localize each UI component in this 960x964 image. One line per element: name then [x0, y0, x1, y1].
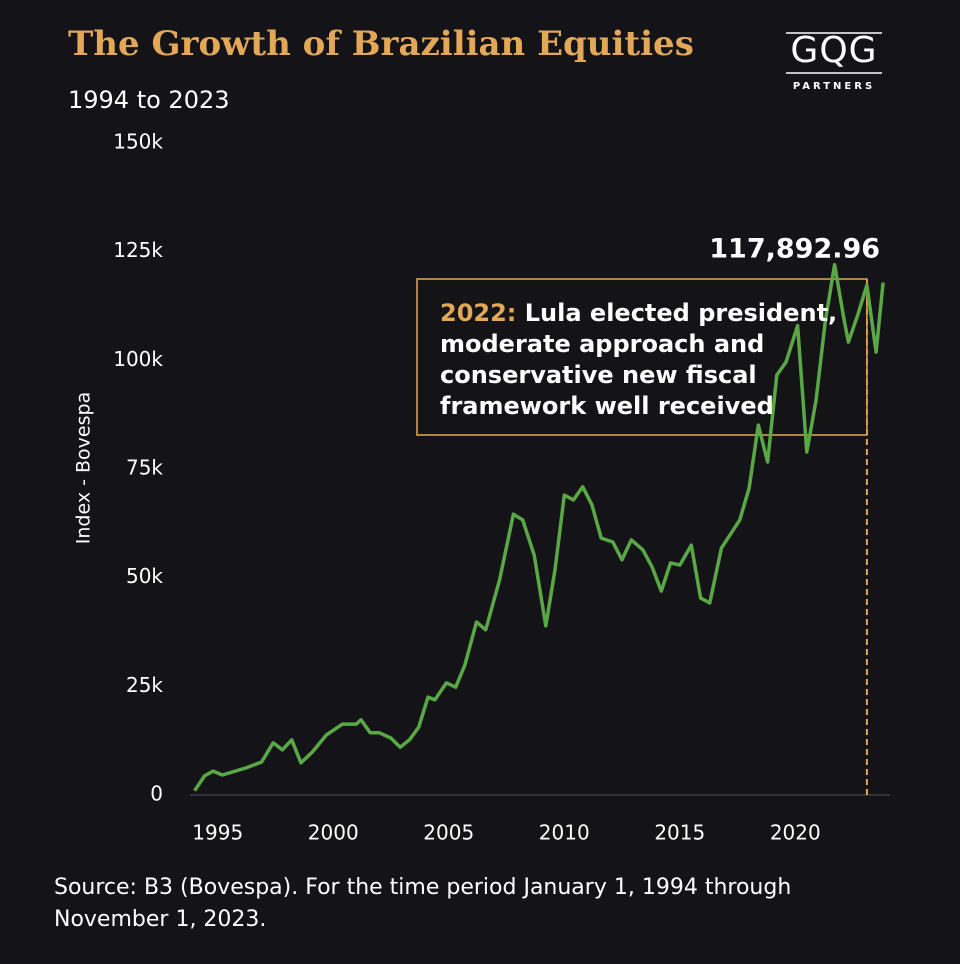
logo-tagline: PARTNERS [793, 81, 875, 92]
y-tick-label: 100k [113, 347, 163, 371]
annotation-line: framework well received [440, 392, 774, 420]
y-tick-label: 25k [126, 673, 163, 697]
annotation-line: moderate approach and [440, 330, 764, 358]
x-tick-label: 2020 [770, 821, 821, 845]
annotation-text: framework well received [440, 392, 774, 420]
source-note: November 1, 2023. [54, 907, 266, 932]
logo-name: GQG [790, 30, 877, 71]
value-label: 117,892.96 [709, 234, 880, 265]
y-axis-label: Index - Bovespa [73, 392, 95, 544]
y-tick-label: 50k [126, 564, 163, 588]
annotation-text: moderate approach and [440, 330, 764, 358]
y-tick-label: 125k [113, 238, 163, 262]
y-tick-label: 0 [150, 782, 163, 806]
x-tick-label: 2000 [308, 821, 359, 845]
chart-title: The Growth of Brazilian Equities [68, 24, 694, 64]
x-tick-label: 2015 [654, 821, 705, 845]
annotation-text: conservative new fiscal [440, 361, 757, 389]
series-line [193, 262, 885, 792]
chart-subtitle: 1994 to 2023 [68, 86, 230, 114]
y-tick-label: 150k [113, 130, 163, 154]
x-tick-label: 2005 [423, 821, 474, 845]
source-note: Source: B3 (Bovespa). For the time perio… [54, 875, 791, 900]
annotation-line: Lula elected president, [525, 299, 837, 327]
annotation-text: 2022: Lula elected president, [440, 299, 837, 327]
annotation-line: conservative new fiscal [440, 361, 757, 389]
x-tick-label: 2010 [539, 821, 590, 845]
y-tick-label: 75k [126, 456, 163, 480]
annotation-box [416, 278, 868, 436]
annotation-label: 2022: [440, 299, 516, 327]
x-tick-label: 1995 [192, 821, 243, 845]
